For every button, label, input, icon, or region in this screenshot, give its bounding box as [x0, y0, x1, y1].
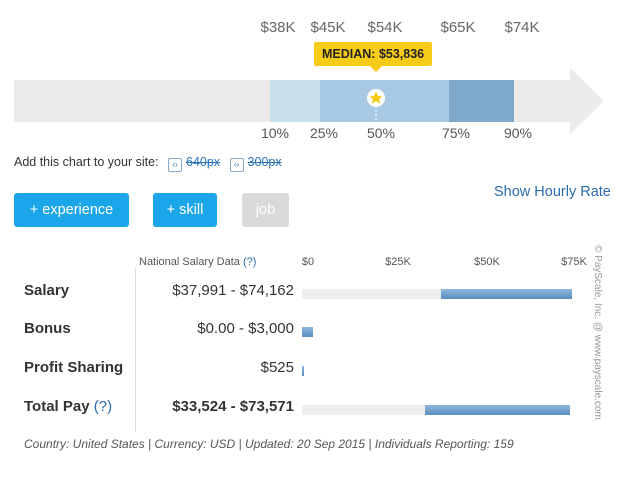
percentile-bottom-label-90: 90%: [503, 125, 533, 141]
percentile-band-10-25: [270, 80, 320, 122]
percentile-bottom-label-25: 25%: [309, 125, 339, 141]
code-icon: ‹›: [168, 158, 182, 172]
row-value-salary: $37,991 - $74,162: [172, 282, 294, 299]
percentile-band-75-90: [449, 80, 514, 122]
percentile-top-label-25: $45K: [310, 19, 346, 36]
percentile-bottom-label-50: 50%: [366, 125, 396, 141]
median-badge: MEDIAN: $53,836: [314, 42, 433, 72]
percentile-top-label-75: $65K: [440, 19, 476, 36]
row-value-total-pay: $33,524 - $73,571: [172, 398, 294, 415]
percentile-top-label-50: $54K: [367, 19, 403, 36]
axis-tick-75k: $75K: [561, 256, 587, 268]
footer-metadata: Country: United States | Currency: USD |…: [24, 437, 514, 451]
percentile-top-label-10: $38K: [260, 19, 296, 36]
job-button[interactable]: job: [242, 193, 289, 227]
add-skill-button[interactable]: + skill: [153, 193, 217, 227]
percentile-top-label-90: $74K: [504, 19, 540, 36]
copyright-watermark: © PayScale, Inc. @ www.payscale.com: [592, 245, 603, 420]
percentile-bottom-label-75: 75%: [441, 125, 471, 141]
total-pay-help-link[interactable]: (?): [93, 398, 113, 415]
row-value-bonus: $0.00 - $3,000: [197, 320, 294, 337]
embed-chart-row: Add this chart to your site: ‹› 640px ‹› 3…: [14, 155, 282, 172]
salary-bar-track: [302, 289, 572, 299]
bonus-bar: [302, 327, 313, 337]
axis-tick-50k: $50K: [474, 256, 500, 268]
row-value-profit-sharing: $525: [260, 359, 294, 376]
total-pay-bar: [425, 405, 570, 415]
percentile-arrow-chart: [14, 68, 604, 134]
percentile-bottom-label-10: 10%: [260, 125, 290, 141]
profit-sharing-bar: [302, 366, 304, 376]
code-icon: ‹›: [229, 158, 244, 172]
embed-label: Add this chart to your site:: [14, 155, 159, 169]
embed-640-link[interactable]: 640px: [186, 155, 221, 169]
total-pay-label: Total Pay: [24, 398, 90, 415]
source-label: National Salary Data: [139, 256, 240, 268]
axis-tick-0: $0: [301, 256, 315, 268]
axis-tick-25k: $25K: [385, 256, 411, 268]
embed-300-link[interactable]: 300px: [247, 155, 282, 169]
salary-bar: [441, 289, 572, 299]
row-label-total-pay: Total Pay (?): [24, 398, 112, 415]
table-divider: [135, 268, 136, 432]
percentile-band-25-75: [320, 80, 449, 122]
add-experience-button[interactable]: + experience: [14, 193, 129, 227]
national-salary-data-label: National Salary Data (?): [139, 256, 256, 268]
row-label-bonus: Bonus: [24, 320, 71, 337]
show-hourly-rate-link[interactable]: Show Hourly Rate: [494, 184, 611, 200]
star-icon: [367, 89, 385, 107]
help-link[interactable]: (?): [242, 256, 257, 268]
row-label-salary: Salary: [24, 282, 70, 299]
row-label-profit-sharing: Profit Sharing: [24, 359, 124, 376]
